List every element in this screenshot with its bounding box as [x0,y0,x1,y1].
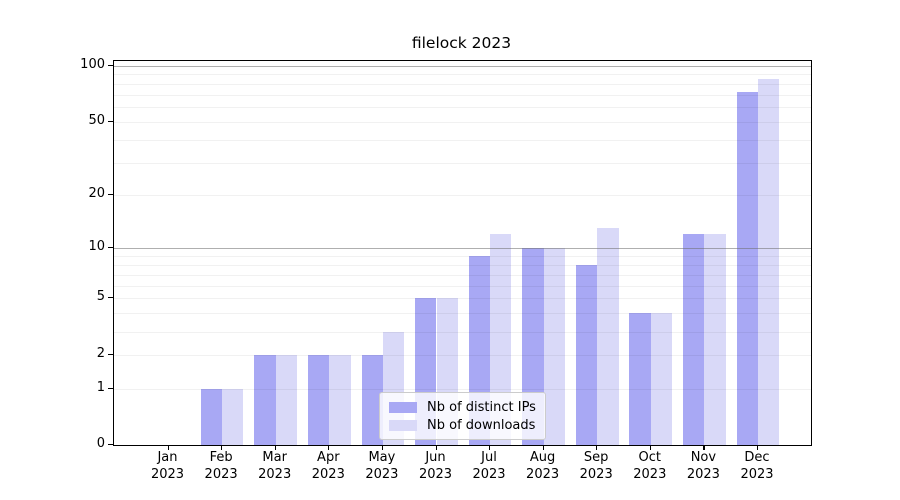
bar-mar-downloads [275,355,298,445]
legend: Nb of distinct IPs Nb of downloads [379,392,546,440]
legend-entry: Nb of downloads [389,416,536,434]
y-tick-label-100: 100 [80,56,105,72]
bar-sep-ips [575,264,598,445]
bar-dec-downloads [758,78,780,445]
legend-label: Nb of downloads [427,417,536,433]
bar-oct-downloads [650,313,673,445]
y-tick-mark-2 [108,354,113,356]
y-tick-mark-1 [108,387,113,389]
chart-title: filelock 2023 [411,34,512,52]
plot-area: Nb of distinct IPs Nb of downloads [113,60,812,446]
x-tick-mark-oct [649,445,651,450]
bar-sep-downloads [597,228,619,445]
y-tick-label-0: 0 [96,436,105,451]
y-tick-label-20: 20 [88,185,105,201]
x-tick-label-dec: Dec 2023 [740,450,774,482]
x-tick-label-jul: Jul 2023 [472,450,506,482]
y-tick-label-5: 5 [96,289,105,305]
bar-apr-downloads [329,355,351,445]
x-tick-mark-aug [542,445,544,450]
y-tick-label-2: 2 [96,346,105,362]
bar-nov-downloads [704,234,726,445]
legend-label: Nb of distinct IPs [427,399,536,415]
y-tick-mark-100 [108,64,113,66]
bars-layer [114,61,811,445]
y-tick-mark-20 [108,193,113,196]
y-tick-mark-50 [108,120,113,122]
x-tick-mark-jan [167,445,169,450]
bar-feb-ips [200,388,223,445]
bar-nov-ips [683,234,705,445]
x-tick-mark-feb [221,445,223,450]
x-tick-label-aug: Aug 2023 [526,450,560,482]
bar-may-ips [361,355,383,445]
y-tick-label-50: 50 [88,112,105,128]
x-tick-mark-jul [489,445,491,450]
x-tick-label-feb: Feb 2023 [204,450,238,482]
x-tick-label-may: May 2023 [365,450,399,482]
x-tick-mark-nov [703,445,705,450]
x-tick-label-apr: Apr 2023 [311,450,345,482]
legend-swatch [389,419,417,431]
x-tick-label-mar: Mar 2023 [258,450,292,482]
bar-dec-ips [736,92,758,445]
y-tick-mark-0 [108,444,113,446]
bar-apr-ips [307,355,330,445]
y-tick-label-1: 1 [96,379,105,395]
x-tick-mark-dec [757,445,759,450]
bar-aug-downloads [543,248,565,445]
bar-oct-ips [629,313,651,445]
y-tick-mark-5 [108,297,113,299]
y-tick-mark-10 [108,247,113,249]
x-tick-label-oct: Oct 2023 [633,450,667,482]
bar-feb-downloads [222,388,244,445]
x-tick-mark-apr [328,445,330,450]
y-tick-label-10: 10 [88,239,105,255]
x-tick-label-nov: Nov 2023 [686,450,720,482]
x-tick-mark-mar [274,445,276,450]
x-tick-label-sep: Sep 2023 [579,450,613,482]
legend-entry: Nb of distinct IPs [389,398,536,416]
x-tick-mark-sep [596,445,598,450]
legend-swatch [389,401,417,413]
x-tick-mark-may [381,445,384,450]
bar-mar-ips [254,355,276,445]
x-tick-label-jun: Jun 2023 [418,450,453,482]
x-tick-mark-jun [435,445,437,450]
x-tick-label-jan: Jan 2023 [150,450,185,482]
